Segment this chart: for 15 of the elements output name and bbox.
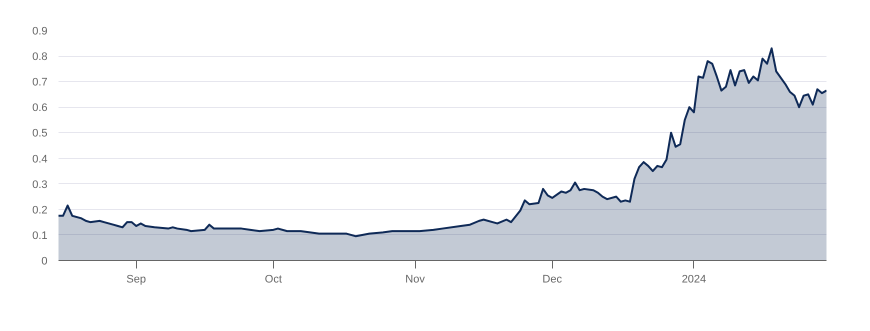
y-tick-label: 0.3 (32, 178, 48, 191)
x-tick-label: Dec (542, 274, 562, 286)
y-tick-label: 0 (41, 256, 48, 268)
y-tick-label: 0.9 (32, 26, 48, 38)
y-tick-label: 0.6 (32, 102, 48, 114)
y-tick-label: 0.1 (32, 230, 48, 242)
y-tick-label: 0.5 (32, 128, 48, 140)
y-tick-label: 0.7 (32, 76, 48, 89)
x-tick-label: 2024 (682, 274, 706, 286)
y-tick-label: 0.2 (32, 204, 48, 216)
y-tick-label: 0.4 (32, 153, 48, 166)
x-tick-label: Sep (126, 274, 146, 286)
x-tick-label: Oct (264, 274, 282, 286)
x-tick-label: Nov (405, 274, 426, 286)
y-tick-label: 0.8 (32, 51, 48, 64)
